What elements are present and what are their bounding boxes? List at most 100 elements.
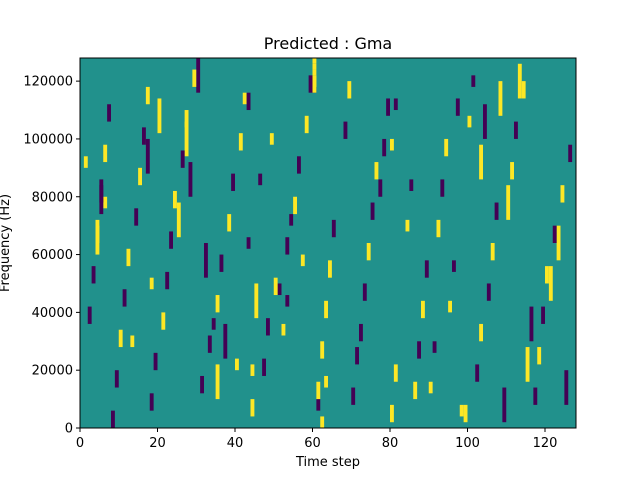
heatmap-cell xyxy=(316,381,321,400)
plot-area xyxy=(79,57,577,429)
heatmap-cell xyxy=(324,375,328,388)
heatmap-cell xyxy=(459,404,464,417)
heatmap-cell xyxy=(95,225,100,243)
chart-title: Predicted : Gma xyxy=(264,34,392,53)
heatmap-cell xyxy=(510,162,514,180)
y-tick-label: 20000 xyxy=(32,364,73,379)
plot-frame xyxy=(79,57,577,429)
heatmap-cell xyxy=(227,214,232,232)
heatmap-cell xyxy=(359,323,363,342)
heatmap-cell xyxy=(149,393,154,411)
heatmap-cell xyxy=(130,335,135,348)
heatmap-cell xyxy=(479,323,483,342)
heatmap-cell xyxy=(161,312,166,330)
heatmap-cell xyxy=(545,266,549,284)
heatmap-cell xyxy=(192,69,197,87)
heatmap-cell xyxy=(452,260,456,272)
heatmap-cell xyxy=(541,306,545,324)
heatmap-cell xyxy=(273,277,278,296)
heatmap-cell xyxy=(506,185,511,220)
heatmap-cell xyxy=(486,283,491,301)
heatmap-cell xyxy=(122,289,127,307)
heatmap-cell xyxy=(362,283,367,301)
heatmap-cell xyxy=(118,329,123,348)
heatmap-cell xyxy=(483,104,487,139)
x-tick-label: 80 xyxy=(382,436,399,451)
heatmap-cell xyxy=(424,260,429,278)
heatmap-cell xyxy=(393,364,398,382)
x-tick-label: 60 xyxy=(304,436,321,451)
heatmap-cell xyxy=(83,156,88,168)
heatmap-cell xyxy=(145,138,150,174)
heatmap-cell xyxy=(529,306,534,342)
heatmap-cell xyxy=(347,81,352,99)
heatmap-cell xyxy=(258,173,263,186)
heatmap-cell xyxy=(521,81,526,99)
heatmap-cell xyxy=(494,202,499,220)
heatmap-cell xyxy=(262,358,266,376)
x-tick-label: 100 xyxy=(455,436,480,451)
heatmap-cell xyxy=(204,243,208,278)
heatmap-cell xyxy=(537,347,542,365)
heatmap-cell xyxy=(525,347,530,382)
heatmap-cell xyxy=(293,196,297,215)
heatmap-cell xyxy=(552,225,557,243)
heatmap-cell xyxy=(103,144,108,163)
heatmap-cell xyxy=(304,115,309,134)
heatmap-cell xyxy=(242,92,247,105)
heatmap-cell xyxy=(289,214,294,226)
heatmap-cell xyxy=(138,167,142,186)
y-axis-label: Frequency (Hz) xyxy=(0,194,13,292)
heatmap-cell xyxy=(564,370,569,405)
heatmap-cell xyxy=(250,399,255,417)
heatmap-cell xyxy=(417,341,421,359)
x-tick-label: 40 xyxy=(227,436,244,451)
heatmap-cell xyxy=(475,364,480,382)
heatmap-cell xyxy=(355,347,359,365)
heatmap-cell xyxy=(250,364,255,376)
heatmap-cell xyxy=(235,358,239,371)
y-tick-label: 100000 xyxy=(23,132,73,147)
heatmap-cell xyxy=(196,58,201,93)
heatmap-cell xyxy=(111,410,115,428)
heatmap-cell xyxy=(393,98,398,111)
heatmap-cell xyxy=(246,237,251,249)
y-axis: 0 20000 40000 60000 80000 100000 120000 xyxy=(23,75,80,437)
heatmap-cell xyxy=(312,69,317,76)
heatmap-cell xyxy=(382,138,387,157)
heatmap-cell xyxy=(390,138,394,151)
y-tick-label: 0 xyxy=(65,422,73,437)
heatmap-cell xyxy=(405,219,410,232)
heatmap-cell xyxy=(409,179,414,191)
heatmap-cell xyxy=(149,277,154,290)
heatmap-cell xyxy=(517,63,522,99)
heatmap-cell xyxy=(498,81,503,116)
heatmap-cell xyxy=(366,243,371,261)
heatmap-cell xyxy=(533,387,538,405)
heatmap-cell xyxy=(432,341,437,353)
heatmap-cell xyxy=(285,295,290,307)
heatmap-cell xyxy=(103,196,108,209)
heatmap-cell xyxy=(343,121,348,139)
heatmap-cells xyxy=(83,58,573,428)
heatmap-cell xyxy=(308,75,313,93)
heatmap-cell xyxy=(215,295,220,313)
heatmap-cell xyxy=(184,110,189,128)
heatmap-cell xyxy=(246,92,251,111)
heatmap-cell xyxy=(107,104,111,122)
heatmap-cell xyxy=(324,300,328,319)
heatmap-cell xyxy=(297,156,301,174)
heatmap-cell xyxy=(173,190,177,209)
heatmap-cell xyxy=(560,185,565,203)
heatmap-cell xyxy=(200,375,204,394)
heatmap-cell xyxy=(211,318,216,330)
heatmap-cell xyxy=(87,306,92,324)
heatmap-cell xyxy=(231,173,235,191)
heatmap-cell xyxy=(351,387,356,405)
heatmap-cell xyxy=(219,254,224,272)
heatmap-cell xyxy=(126,248,131,267)
heatmap-cell xyxy=(114,370,119,388)
heatmap-cell xyxy=(471,75,476,87)
heatmap-cell xyxy=(548,266,553,301)
heatmap-cell xyxy=(99,185,104,203)
